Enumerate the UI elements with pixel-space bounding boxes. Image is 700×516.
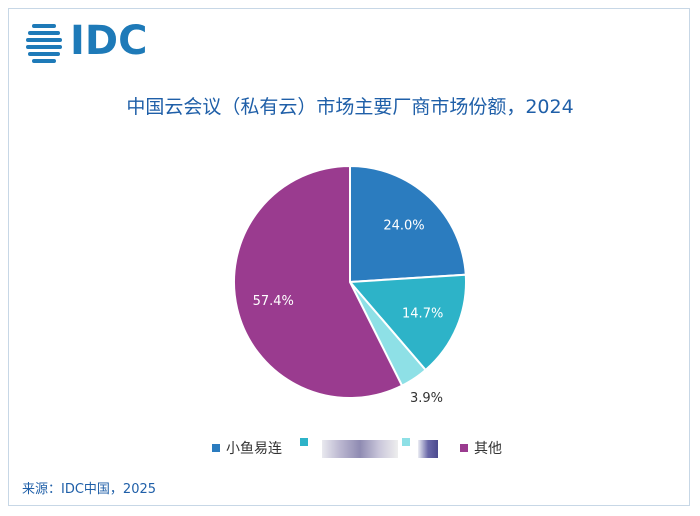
- slice-label-xiaoyu: 24.0%: [383, 218, 424, 233]
- legend-item-redacted-1: [300, 438, 314, 446]
- legend-swatch: [402, 438, 410, 446]
- slice-label-other: 57.4%: [253, 294, 294, 309]
- legend-item-xiaoyu: 小鱼易连: [212, 438, 282, 458]
- redacted-label: [418, 440, 438, 458]
- idc-logo: [26, 24, 62, 63]
- slice-other: [233, 164, 404, 399]
- source-note: 来源：IDC中国，2025: [22, 482, 157, 497]
- legend-swatch: [212, 444, 220, 452]
- legend-item-redacted-2: [402, 438, 416, 446]
- redacted-label: [322, 440, 398, 458]
- chart-frame: [8, 8, 690, 506]
- legend-label: 小鱼易连: [226, 441, 282, 457]
- legend-swatch: [460, 444, 468, 452]
- slice-label-vendor-2: 14.7%: [402, 307, 443, 322]
- legend-swatch: [300, 438, 308, 446]
- legend-label: 其他: [474, 441, 502, 457]
- slice-label-vendor-3: 3.9%: [410, 391, 443, 406]
- chart-title: 中国云会议（私有云）市场主要厂商市场份额，2024: [126, 96, 574, 118]
- legend-item-other: 其他: [460, 438, 502, 458]
- slice-vendor-2: [347, 273, 467, 372]
- slice-xiaoyu: [349, 164, 467, 284]
- idc-globe-icon: [26, 24, 62, 63]
- logo-text: IDC: [70, 18, 148, 64]
